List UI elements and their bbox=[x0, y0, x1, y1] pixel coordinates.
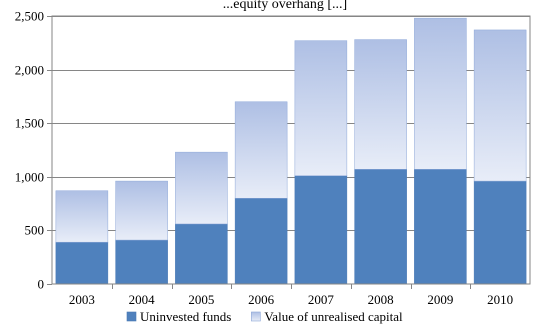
bar-uninvested-funds bbox=[175, 223, 228, 285]
y-tick-label: 1,000 bbox=[15, 170, 44, 185]
bar-unrealised-capital bbox=[473, 29, 527, 182]
x-tick-label: 2010 bbox=[487, 292, 513, 307]
y-tick-label: 500 bbox=[25, 223, 45, 238]
bar-uninvested-funds bbox=[294, 175, 348, 285]
bar-unrealised-capital bbox=[175, 151, 228, 225]
bar-unrealised-capital bbox=[234, 101, 288, 199]
bar-uninvested-funds bbox=[473, 180, 527, 285]
x-tick-label: 2007 bbox=[308, 292, 335, 307]
x-tick-label: 2004 bbox=[129, 292, 156, 307]
bar-uninvested-funds bbox=[414, 169, 467, 285]
bar-unrealised-capital bbox=[115, 180, 168, 241]
y-tick-label: 1,500 bbox=[15, 116, 44, 131]
y-tick-label: 0 bbox=[38, 277, 45, 292]
x-tick-label: 2009 bbox=[427, 292, 453, 307]
axes: 0 500 1,000 1,500 2,000 2,500 2003 2004 2005 2006… bbox=[15, 9, 531, 307]
legend-label-uninvested-funds: Uninvested funds bbox=[140, 309, 231, 324]
legend-swatch-unrealised-capital bbox=[251, 311, 261, 322]
y-tick-label: 2,500 bbox=[15, 9, 44, 24]
bar-uninvested-funds bbox=[55, 241, 109, 285]
legend-swatch-uninvested-funds bbox=[126, 311, 137, 322]
chart-title: ...equity overhang [...] bbox=[223, 0, 347, 12]
x-tick-label: 2003 bbox=[69, 292, 95, 307]
bar-unrealised-capital bbox=[294, 40, 348, 176]
y-tick-label: 2,000 bbox=[15, 63, 44, 78]
bar-uninvested-funds bbox=[115, 239, 168, 285]
x-tick-label: 2006 bbox=[248, 292, 275, 307]
bar-unrealised-capital bbox=[414, 17, 467, 170]
bars bbox=[55, 17, 527, 285]
x-tick-label: 2008 bbox=[368, 292, 394, 307]
bar-uninvested-funds bbox=[354, 169, 407, 285]
x-tick-label: 2005 bbox=[188, 292, 214, 307]
bar-unrealised-capital bbox=[55, 190, 109, 243]
bar-uninvested-funds bbox=[234, 197, 288, 285]
legend-label-unrealised-capital: Value of unrealised capital bbox=[264, 309, 403, 324]
legend: Uninvested funds Value of unrealised capi… bbox=[126, 309, 403, 324]
bar-unrealised-capital bbox=[354, 39, 407, 170]
